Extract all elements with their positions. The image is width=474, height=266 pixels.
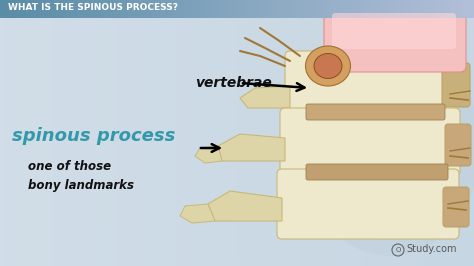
Polygon shape — [180, 204, 215, 223]
FancyBboxPatch shape — [445, 124, 471, 166]
Text: WHAT IS THE SPINOUS PROCESS?: WHAT IS THE SPINOUS PROCESS? — [8, 3, 178, 13]
Ellipse shape — [306, 46, 350, 86]
Polygon shape — [218, 134, 285, 161]
FancyBboxPatch shape — [280, 108, 460, 176]
Text: one of those
bony landmarks: one of those bony landmarks — [28, 160, 134, 192]
FancyBboxPatch shape — [442, 63, 470, 107]
FancyBboxPatch shape — [306, 164, 448, 180]
FancyBboxPatch shape — [285, 51, 455, 116]
FancyBboxPatch shape — [306, 104, 445, 120]
Ellipse shape — [314, 53, 342, 78]
Polygon shape — [208, 191, 282, 221]
Ellipse shape — [300, 36, 474, 256]
FancyBboxPatch shape — [277, 169, 459, 239]
FancyBboxPatch shape — [443, 187, 469, 227]
Polygon shape — [240, 86, 290, 108]
FancyBboxPatch shape — [332, 13, 456, 49]
Polygon shape — [195, 146, 222, 163]
FancyBboxPatch shape — [324, 2, 466, 72]
Text: vertebrae: vertebrae — [195, 76, 272, 90]
Text: O: O — [395, 247, 401, 253]
Text: spinous process: spinous process — [12, 127, 175, 145]
Text: Study.com: Study.com — [406, 244, 456, 254]
